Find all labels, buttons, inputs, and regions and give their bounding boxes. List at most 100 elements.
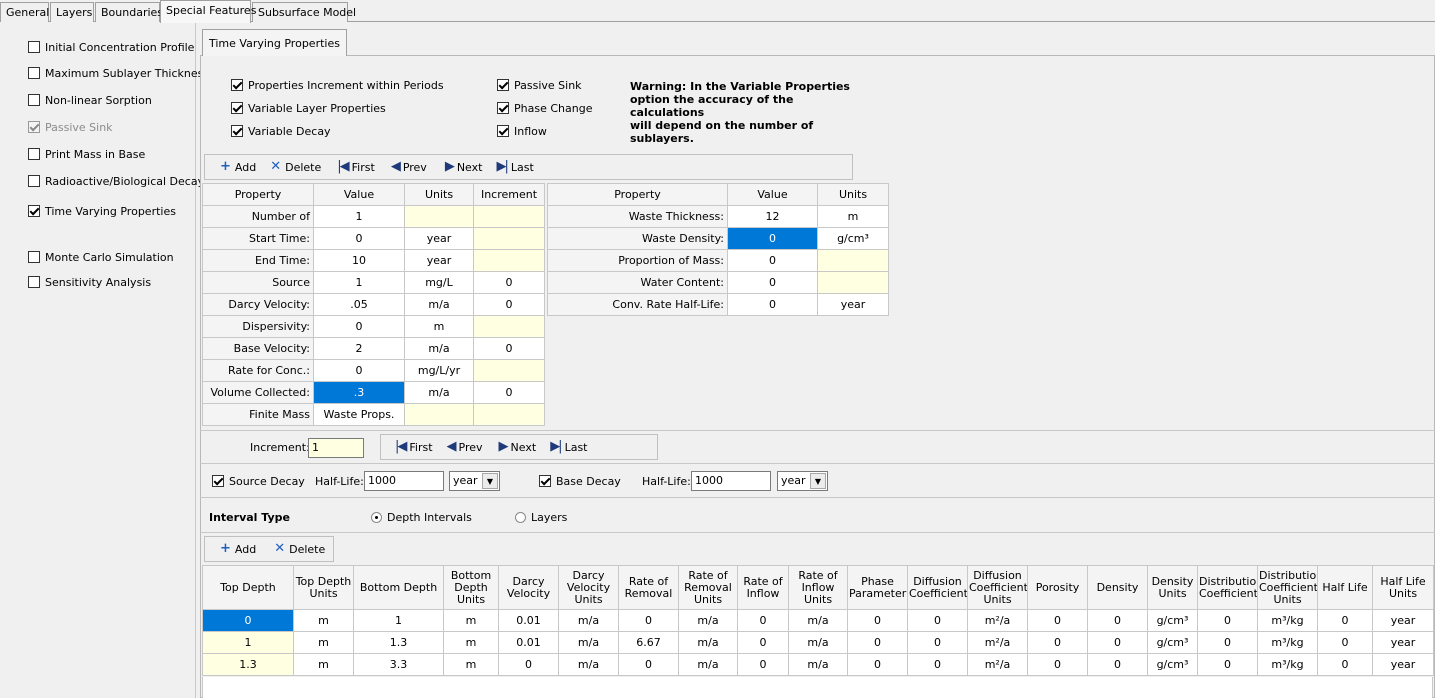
units-cell[interactable]: mg/L/yr	[404, 359, 474, 382]
cell[interactable]: 6.67	[618, 631, 679, 654]
base-halflife-input[interactable]: 1000	[691, 471, 771, 491]
value-cell[interactable]: 0	[313, 315, 405, 338]
cell[interactable]: year	[1372, 653, 1434, 676]
checkbox[interactable]	[28, 205, 40, 217]
cell[interactable]: 0	[847, 631, 908, 654]
depth-intervals-radio[interactable]: Depth Intervals	[371, 509, 472, 525]
value-cell[interactable]: 12	[727, 205, 818, 228]
first-increment-button[interactable]: |◀ First	[395, 440, 433, 454]
option-properties-increment[interactable]: Properties Increment within Periods	[231, 77, 444, 93]
value-cell[interactable]: 0	[313, 227, 405, 250]
cell[interactable]: 0	[1027, 653, 1088, 676]
cell[interactable]: 0	[847, 609, 908, 632]
units-cell[interactable]: m	[817, 205, 889, 228]
prev-button[interactable]: ◀ Prev	[391, 160, 427, 174]
units-cell[interactable]: year	[404, 249, 474, 272]
cell[interactable]: 0	[1197, 609, 1258, 632]
cell[interactable]: 0	[907, 631, 968, 654]
cell[interactable]: 0	[618, 653, 679, 676]
layers-radio[interactable]: Layers	[515, 509, 567, 525]
cell[interactable]: g/cm³	[1147, 631, 1198, 654]
increment-cell[interactable]: 0	[473, 381, 545, 404]
cell[interactable]: 0	[1087, 609, 1148, 632]
units-cell[interactable]: year	[817, 293, 889, 316]
cell[interactable]: g/cm³	[1147, 653, 1198, 676]
cell-selected[interactable]: 0	[202, 609, 294, 632]
cell[interactable]: m/a	[788, 609, 848, 632]
cell[interactable]: 0	[618, 609, 679, 632]
units-cell[interactable]	[817, 249, 889, 272]
checkbox[interactable]	[497, 79, 509, 91]
value-cell[interactable]: 10	[313, 249, 405, 272]
cell[interactable]: 1.3	[202, 653, 294, 676]
value-cell[interactable]: 1	[313, 271, 405, 294]
option-sensitivity-analysis[interactable]: Sensitivity Analysis	[28, 274, 151, 290]
last-increment-button[interactable]: ▶| Last	[550, 440, 587, 454]
option-inflow[interactable]: Inflow	[497, 123, 547, 139]
increment-cell[interactable]	[473, 227, 545, 250]
option-maximum-sublayer-thickness[interactable]: Maximum Sublayer Thickness	[28, 65, 209, 81]
checkbox[interactable]	[28, 276, 40, 288]
increment-input[interactable]: 1	[308, 438, 364, 458]
add-interval-button[interactable]: + Add	[220, 542, 256, 556]
units-cell[interactable]: m/a	[404, 293, 474, 316]
cell[interactable]: m	[443, 609, 499, 632]
checkbox[interactable]	[539, 475, 551, 487]
cell[interactable]: m	[293, 631, 354, 654]
cell[interactable]: 0	[1087, 631, 1148, 654]
cell[interactable]: m/a	[558, 609, 619, 632]
checkbox[interactable]	[212, 475, 224, 487]
cell[interactable]: m/a	[678, 653, 738, 676]
option-time-varying-properties[interactable]: Time Varying Properties	[28, 203, 176, 219]
base-decay-option[interactable]: Base Decay	[539, 473, 621, 489]
cell[interactable]: year	[1372, 631, 1434, 654]
value-cell[interactable]: 0	[313, 359, 405, 382]
checkbox[interactable]	[28, 175, 40, 187]
tab-layers[interactable]: Layers	[50, 2, 94, 22]
value-cell[interactable]: 1	[313, 205, 405, 228]
units-cell[interactable]	[404, 403, 474, 426]
cell[interactable]: 1	[353, 609, 444, 632]
value-cell[interactable]: Waste Props.	[313, 403, 405, 426]
units-cell[interactable]: m/a	[404, 381, 474, 404]
source-decay-option[interactable]: Source Decay	[212, 473, 305, 489]
cell[interactable]: m/a	[788, 653, 848, 676]
checkbox[interactable]	[28, 148, 40, 160]
option-variable-decay[interactable]: Variable Decay	[231, 123, 331, 139]
cell[interactable]: 0	[1087, 653, 1148, 676]
cell[interactable]: m/a	[558, 631, 619, 654]
cell[interactable]: m³/kg	[1257, 631, 1318, 654]
tab-boundaries[interactable]: Boundaries	[95, 2, 163, 22]
cell[interactable]: 0	[1027, 609, 1088, 632]
cell[interactable]: 0	[737, 653, 789, 676]
checkbox[interactable]	[28, 41, 40, 53]
cell[interactable]: m³/kg	[1257, 609, 1318, 632]
tab-subsurface-model[interactable]: Subsurface Model	[252, 2, 356, 22]
option-print-mass-in-base[interactable]: Print Mass in Base	[28, 146, 145, 162]
last-button[interactable]: ▶| Last	[496, 160, 533, 174]
option-passive-sink-tv[interactable]: Passive Sink	[497, 77, 582, 93]
base-halflife-unit-select[interactable]: year ▼	[777, 471, 828, 491]
units-cell[interactable]	[817, 271, 889, 294]
cell[interactable]: m/a	[678, 631, 738, 654]
value-cell[interactable]: .05	[313, 293, 405, 316]
radio-button[interactable]	[371, 511, 382, 523]
delete-interval-button[interactable]: ✕ Delete	[274, 542, 325, 556]
tab-general[interactable]: General	[0, 2, 49, 22]
units-cell[interactable]	[404, 205, 474, 228]
option-radioactive-biological-decay[interactable]: Radioactive/Biological Decay	[28, 173, 204, 189]
cell[interactable]: 0	[1197, 653, 1258, 676]
tab-special-features[interactable]: Special Features	[160, 0, 256, 23]
value-cell-selected[interactable]: .3	[313, 381, 405, 404]
cell[interactable]: 0	[498, 653, 559, 676]
radio-button[interactable]	[515, 511, 526, 523]
value-cell[interactable]: 2	[313, 337, 405, 360]
increment-cell[interactable]	[473, 205, 545, 228]
checkbox[interactable]	[28, 94, 40, 106]
source-halflife-unit-select[interactable]: year ▼	[449, 471, 500, 491]
increment-cell[interactable]: 0	[473, 337, 545, 360]
cell[interactable]: 0.01	[498, 631, 559, 654]
checkbox[interactable]	[28, 67, 40, 79]
increment-cell[interactable]: 0	[473, 293, 545, 316]
cell[interactable]: m²/a	[967, 653, 1028, 676]
